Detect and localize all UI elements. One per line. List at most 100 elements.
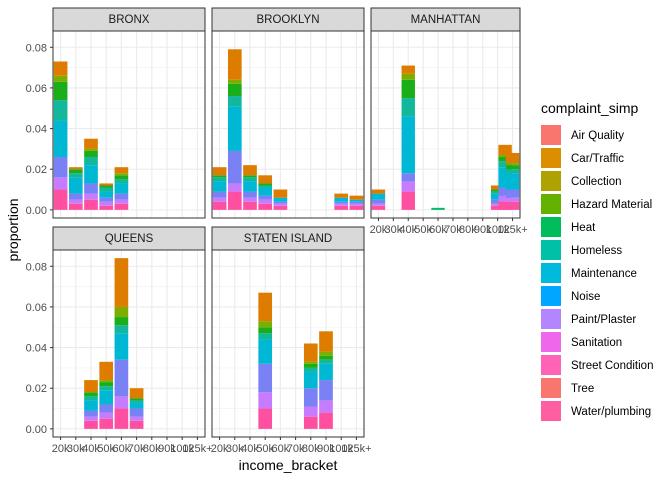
bar-segment [401, 98, 415, 117]
bar-segment [498, 187, 512, 196]
bar-segment [258, 187, 273, 196]
legend-label: Hazard Material [571, 199, 652, 211]
bar-segment [258, 339, 273, 364]
bar-segment [490, 205, 505, 210]
legend-item: Water/plumbing [541, 401, 651, 421]
bar-segment [490, 189, 505, 192]
bar-segment [114, 193, 129, 200]
legend-label: Water/plumbing [571, 406, 651, 418]
bar-segment [505, 197, 520, 202]
bar-stack [273, 189, 288, 210]
legend-item: Collection [541, 171, 622, 191]
bar-segment [303, 416, 318, 429]
bar-segment [84, 138, 98, 149]
bar-segment [303, 363, 318, 368]
bar-segment [84, 392, 98, 397]
bar-segment [227, 83, 242, 97]
bar-segment [129, 416, 144, 421]
bar-stack [258, 292, 273, 429]
x-tick-label: 125k+ [341, 443, 371, 455]
bar-segment [273, 197, 288, 202]
bar-segment [227, 106, 242, 151]
bar-segment [498, 161, 512, 168]
legend-item: Maintenance [541, 263, 637, 283]
legend-swatch [541, 148, 561, 168]
x-tick-label: 90k [158, 443, 176, 455]
bar-segment [114, 203, 129, 210]
bar-stack [258, 175, 273, 210]
bar-segment [68, 199, 83, 204]
bar-segment [53, 75, 68, 82]
bar-segment [114, 175, 129, 180]
facet-panel: MANHATTAN 20k30k40k50k60k70k80k90k100k125… [370, 7, 528, 236]
bar-segment [114, 258, 129, 307]
legend-label: Car/Traffic [571, 153, 624, 165]
facet-strip [211, 226, 365, 251]
x-tick-label: 125k+ [497, 224, 527, 236]
legend-swatch [541, 263, 561, 283]
bar-segment [505, 189, 520, 198]
bar-segment [68, 203, 83, 210]
bar-segment [258, 408, 273, 429]
bar-segment [303, 343, 318, 362]
bar-segment [68, 173, 83, 178]
facet-strip-label: MANHATTAN [411, 14, 481, 26]
bar-segment [371, 199, 386, 204]
bar-segment [498, 154, 512, 158]
bar-segment [99, 418, 114, 429]
bar-segment [53, 81, 68, 101]
y-tick-label: 0.04 [26, 124, 47, 136]
bar-segment [243, 191, 257, 198]
bar-segment [99, 185, 114, 188]
bar-segment [84, 416, 98, 421]
bar-segment [401, 79, 415, 99]
bar-segment [212, 177, 227, 182]
bar-segment [490, 193, 505, 200]
x-tick-label: 70k [287, 443, 305, 455]
x-tick-label: 40k [399, 224, 417, 236]
bar-segment [401, 173, 415, 182]
x-tick-label: 30k [384, 224, 402, 236]
bar-segment [243, 177, 257, 182]
bar-stack [84, 380, 98, 429]
bar-segment [99, 412, 114, 419]
bar-stack [490, 185, 505, 210]
x-tick-label: 70k [128, 443, 146, 455]
bar-segment [349, 203, 364, 206]
legend-item: Car/Traffic [541, 148, 624, 168]
bar-segment [371, 189, 386, 194]
bar-segment [505, 201, 520, 210]
y-tick-label: 0.08 [26, 42, 47, 54]
bar-stack [505, 152, 520, 210]
legend-label: Tree [571, 383, 594, 395]
bar-segment [129, 402, 144, 409]
bar-segment [84, 380, 98, 393]
bar-segment [258, 195, 273, 200]
bar-segment [68, 169, 83, 174]
bar-segment [498, 201, 512, 210]
bar-stack [349, 195, 364, 210]
bar-segment [258, 333, 273, 340]
bar-segment [303, 406, 318, 417]
y-tick-label: 0.06 [26, 302, 47, 314]
bar-stack [227, 49, 242, 210]
legend-label: Paint/Plaster [571, 314, 636, 326]
x-tick-label: 100k [170, 443, 194, 455]
bar-segment [114, 167, 129, 174]
x-tick-label: 90k [317, 443, 335, 455]
facet-strip [52, 226, 206, 251]
legend-label: Homeless [571, 245, 622, 257]
bar-segment [84, 148, 98, 151]
bar-segment [99, 201, 114, 206]
y-tick-label: 0.00 [26, 205, 47, 217]
facet-strip [370, 7, 521, 32]
bar-segment [68, 177, 83, 194]
bar-segment [258, 183, 273, 186]
bar-segment [349, 195, 364, 200]
bar-segment [258, 199, 273, 204]
bar-segment [212, 181, 227, 192]
bar-segment [490, 203, 505, 206]
x-tick-label: 70k [444, 224, 462, 236]
bar-segment [68, 193, 83, 200]
